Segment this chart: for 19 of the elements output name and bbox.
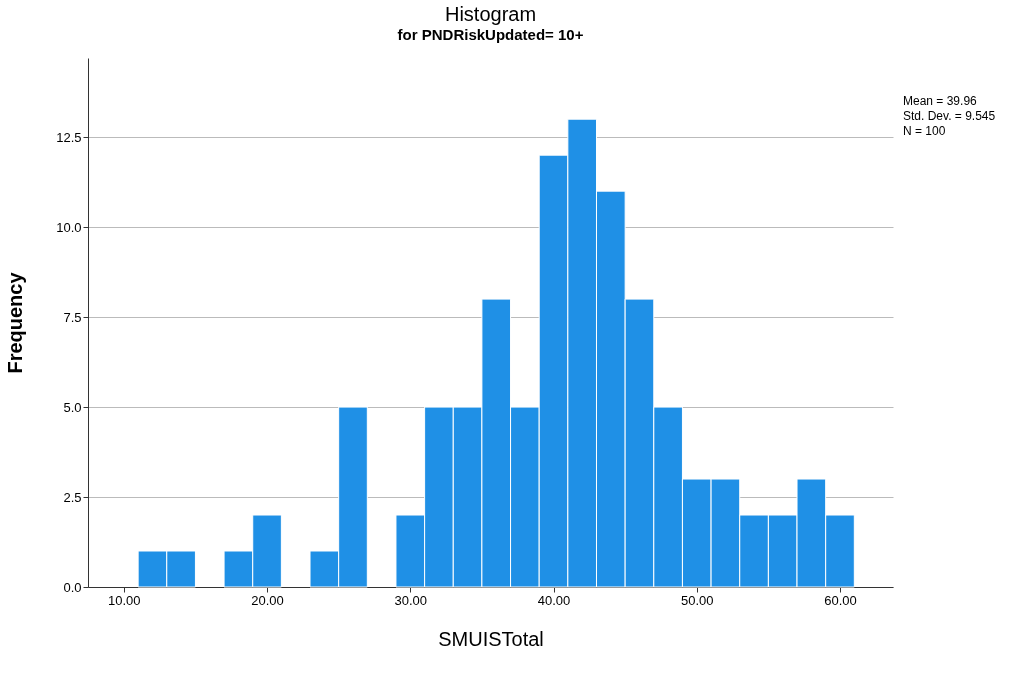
- x-axis-title: SMUISTotal: [438, 627, 544, 650]
- chart-title: Histogram: [444, 3, 537, 25]
- y-tick-label: 2.5: [63, 489, 82, 505]
- x-tick-label: 60.00: [824, 592, 857, 608]
- x-tick-label: 40.00: [537, 592, 571, 608]
- y-tick-label: 0.0: [63, 579, 82, 595]
- y-axis-title: Frequency: [4, 271, 27, 374]
- y-tick-label: 7.5: [63, 309, 82, 325]
- text: Std. Dev. = 9.545: [903, 108, 996, 123]
- x-tick-label: 50.00: [680, 592, 714, 608]
- y-tick-label: 5.0: [63, 399, 82, 415]
- x-tick-label: 20.00: [251, 592, 284, 608]
- y-tick-label: 12.5: [56, 129, 82, 145]
- text: Mean = 39.96: [903, 93, 978, 108]
- y-tick-label: 10.0: [56, 219, 82, 235]
- x-tick-label: 30.00: [394, 592, 428, 608]
- text: N = 100: [903, 123, 946, 138]
- x-tick-label: 10.00: [108, 592, 141, 608]
- chart-subtitle: for PNDRiskUpdated= 10+: [397, 26, 584, 43]
